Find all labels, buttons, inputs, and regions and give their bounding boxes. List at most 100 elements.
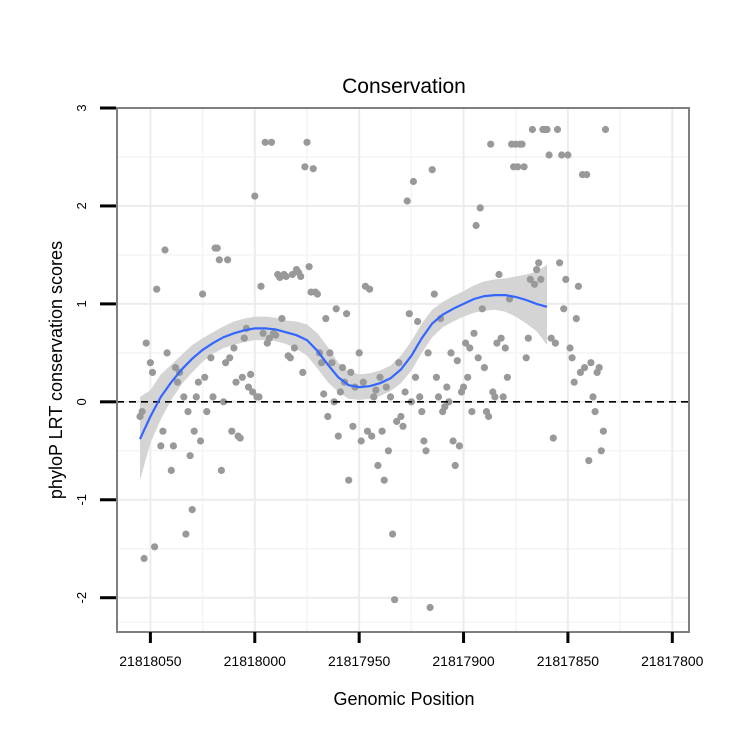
y-tick-label: 2 — [74, 202, 89, 209]
data-point — [401, 388, 409, 396]
data-point — [313, 290, 321, 298]
data-point — [244, 383, 253, 391]
data-point — [303, 138, 311, 146]
data-point — [441, 403, 449, 411]
data-point — [163, 349, 171, 357]
data-point — [391, 596, 399, 604]
data-point — [422, 447, 430, 455]
data-point — [148, 368, 157, 376]
data-point — [261, 138, 269, 146]
data-point — [167, 466, 175, 474]
data-point — [533, 266, 541, 274]
data-point — [209, 393, 217, 401]
data-point — [349, 422, 357, 430]
data-point — [251, 192, 259, 200]
data-point — [428, 166, 436, 174]
data-point — [553, 125, 562, 134]
data-point — [199, 290, 207, 298]
data-point — [184, 408, 192, 416]
data-point — [535, 259, 543, 267]
data-point — [522, 354, 530, 362]
data-point — [472, 221, 480, 230]
data-point — [196, 437, 205, 445]
data-point — [568, 354, 576, 362]
data-point — [338, 364, 347, 372]
data-point — [501, 344, 509, 352]
data-point — [491, 393, 499, 401]
data-point — [464, 373, 472, 381]
data-point — [334, 432, 342, 440]
plot-area: 21818050 21818000 21817950 21817900 21817850… — [74, 104, 704, 669]
data-point — [376, 373, 384, 381]
data-point — [322, 315, 330, 323]
data-point — [146, 359, 154, 367]
data-point — [587, 359, 595, 367]
data-point — [180, 393, 188, 401]
data-point — [384, 447, 392, 455]
data-point — [374, 461, 382, 470]
data-point — [226, 354, 234, 362]
x-tick-label: 21818050 — [119, 653, 182, 669]
data-point — [142, 339, 150, 347]
data-point — [480, 364, 488, 372]
data-point — [430, 290, 438, 298]
data-point — [418, 408, 426, 416]
data-point — [372, 386, 380, 394]
data-point — [173, 378, 182, 386]
x-tick-label: 21817900 — [432, 653, 495, 669]
data-point — [583, 171, 591, 179]
data-point — [357, 437, 365, 445]
chart-title: Conservation — [342, 75, 466, 98]
data-point — [558, 151, 566, 159]
data-point — [547, 334, 555, 342]
data-point — [192, 393, 200, 401]
data-point — [238, 373, 246, 381]
data-point — [585, 457, 593, 465]
x-tick-label: 21818000 — [224, 653, 287, 669]
data-point — [562, 275, 570, 283]
data-point — [247, 370, 255, 378]
data-point — [159, 427, 167, 435]
data-point — [560, 305, 568, 313]
data-point — [249, 388, 257, 396]
data-point — [347, 368, 355, 376]
data-point — [182, 530, 190, 538]
data-point — [499, 393, 507, 401]
data-point — [324, 412, 332, 421]
data-point — [265, 334, 273, 342]
data-point — [556, 259, 564, 267]
data-point — [405, 310, 413, 318]
data-point — [591, 408, 599, 416]
data-point — [380, 476, 388, 484]
x-tick-label: 21817950 — [328, 653, 391, 669]
data-point — [478, 305, 486, 313]
data-point — [320, 390, 328, 398]
data-point — [399, 422, 407, 430]
data-point — [434, 393, 443, 401]
data-point — [524, 334, 532, 342]
data-point — [495, 270, 503, 279]
data-point — [416, 393, 424, 401]
data-point — [240, 334, 248, 342]
data-point — [599, 427, 608, 435]
data-point — [474, 354, 482, 362]
data-point — [414, 317, 422, 326]
data-point — [345, 476, 353, 484]
data-point — [297, 272, 305, 281]
data-point — [572, 315, 580, 323]
data-point — [470, 329, 478, 337]
y-tick-label: -1 — [74, 494, 89, 506]
data-point — [228, 427, 236, 435]
data-point — [236, 434, 244, 442]
data-point — [468, 408, 476, 416]
data-point — [326, 349, 334, 357]
data-point — [549, 434, 557, 442]
data-point — [288, 270, 296, 279]
y-tick-label: 1 — [74, 300, 89, 307]
data-point — [255, 393, 263, 401]
data-point — [207, 354, 215, 362]
data-point — [426, 603, 434, 612]
data-point — [286, 354, 294, 362]
data-point — [194, 378, 202, 386]
data-point — [336, 388, 344, 396]
